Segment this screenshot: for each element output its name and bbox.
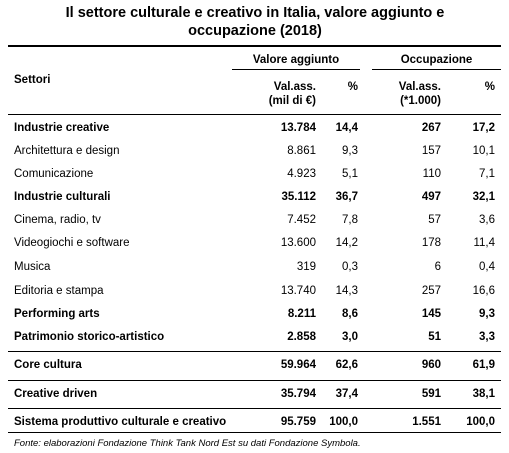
- cell: 0,4: [479, 261, 495, 273]
- row-label: Patrimonio storico-artistico: [14, 331, 165, 343]
- cell: 3,6: [479, 214, 495, 226]
- row-label: Industrie creative: [14, 122, 110, 134]
- cell: 7.452: [287, 214, 316, 226]
- cell: 16,6: [472, 285, 495, 297]
- row-label: Comunicazione: [14, 168, 94, 180]
- row-label: Editoria e stampa: [14, 285, 104, 297]
- group-header: Valore aggiunto: [252, 54, 340, 66]
- row-label: Architettura e design: [14, 145, 120, 157]
- cell: 100,0: [329, 416, 358, 428]
- row-header: Settori: [14, 74, 51, 86]
- title: Il settore culturale e creativo in Itali…: [65, 5, 445, 39]
- rule: [372, 69, 501, 70]
- rule: [8, 432, 501, 433]
- rule: [8, 408, 501, 409]
- cell: 13.600: [280, 237, 316, 249]
- cell: 51: [428, 331, 441, 343]
- cell: 9,3: [479, 308, 495, 320]
- cell: 17,2: [472, 122, 495, 134]
- cell: 267: [421, 122, 441, 134]
- cell: 95.759: [280, 416, 316, 428]
- cell: 59.964: [280, 359, 316, 371]
- cell: 960: [421, 359, 441, 371]
- row-label: Core cultura: [14, 359, 82, 371]
- column-header: Val.ass. (*1.000): [398, 81, 441, 107]
- cell: 2.858: [287, 331, 316, 343]
- rule: [232, 69, 360, 70]
- cell: 497: [421, 191, 441, 203]
- row-label: Performing arts: [14, 308, 100, 320]
- rule: [8, 45, 501, 47]
- row-label: Cinema, radio, tv: [14, 214, 101, 226]
- cell: 0,3: [342, 261, 358, 273]
- cell: 61,9: [472, 359, 495, 371]
- cell: 591: [421, 388, 441, 400]
- cell: 3,3: [479, 331, 495, 343]
- cell: 6: [434, 261, 441, 273]
- cell: 319: [296, 261, 316, 273]
- cell: 8.861: [287, 145, 316, 157]
- cell: 5,1: [342, 168, 358, 180]
- cell: 57: [428, 214, 441, 226]
- cell: 8.211: [287, 308, 316, 320]
- rule: [8, 380, 501, 381]
- cell: 7,8: [342, 214, 358, 226]
- cell: 38,1: [472, 388, 495, 400]
- rule: [8, 114, 501, 115]
- cell: 8,6: [342, 308, 358, 320]
- cell: 36,7: [335, 191, 358, 203]
- cell: 100,0: [466, 416, 495, 428]
- source: Fonte: elaborazioni Fondazione Think Tan…: [14, 438, 361, 449]
- column-header: Val.ass. (mil di €): [268, 81, 316, 107]
- cell: 157: [421, 145, 441, 157]
- column-header: %: [484, 81, 495, 93]
- cell: 1.551: [412, 416, 441, 428]
- cell: 14,2: [335, 237, 358, 249]
- cell: 35.112: [281, 191, 316, 203]
- row-label: Industrie culturali: [14, 191, 111, 203]
- cell: 35.794: [280, 388, 316, 400]
- cell: 32,1: [472, 191, 495, 203]
- row-label: Musica: [14, 261, 51, 273]
- cell: 145: [421, 308, 441, 320]
- group-header: Occupazione: [400, 54, 473, 66]
- cell: 10,1: [472, 145, 495, 157]
- cell: 13.740: [280, 285, 316, 297]
- cell: 257: [421, 285, 441, 297]
- row-label: Sistema produttivo culturale e creativo: [14, 416, 227, 428]
- cell: 9,3: [342, 145, 358, 157]
- cell: 14,4: [335, 122, 358, 134]
- cell: 62,6: [335, 359, 358, 371]
- cell: 110: [422, 168, 441, 180]
- row-label: Creative driven: [14, 388, 98, 400]
- cell: 7,1: [479, 168, 495, 180]
- cell: 178: [421, 237, 441, 249]
- row-label: Videogiochi e software: [14, 237, 130, 249]
- cell: 4.923: [287, 168, 316, 180]
- cell: 11,4: [473, 237, 495, 249]
- cell: 13.784: [280, 122, 316, 134]
- column-header: %: [347, 81, 358, 93]
- cell: 14,3: [335, 285, 358, 297]
- cell: 37,4: [335, 388, 358, 400]
- cell: 3,0: [342, 331, 358, 343]
- rule: [8, 351, 501, 352]
